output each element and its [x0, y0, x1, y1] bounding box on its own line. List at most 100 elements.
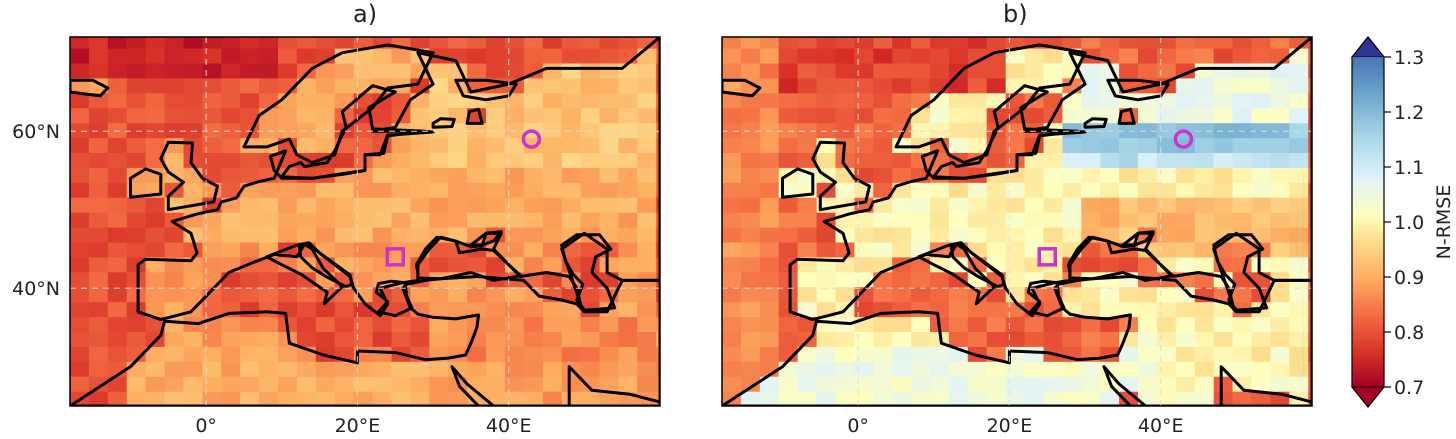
heatmap-cell [637, 62, 657, 79]
coastline [450, 365, 496, 406]
heatmap-cell [410, 37, 430, 49]
heatmap-cell [986, 241, 1007, 258]
heatmap-cell [948, 316, 969, 332]
heatmap-cell [580, 137, 601, 153]
heatmap-cell [202, 361, 222, 377]
heatmap-cell [580, 167, 601, 183]
heatmap-cell [296, 316, 317, 332]
heatmap-cell [183, 391, 203, 406]
heatmap-cell [504, 137, 525, 153]
heatmap-cell [448, 137, 468, 153]
heatmap-cell [561, 182, 582, 198]
heatmap-cell [1270, 361, 1290, 377]
heatmap-cell [1289, 107, 1309, 124]
heatmap-cell [334, 331, 355, 347]
heatmap-cell [816, 271, 837, 288]
heatmap-cell [1062, 167, 1082, 183]
heatmap-cell [315, 107, 336, 124]
heatmap-cell [504, 331, 525, 347]
heatmap-cell [854, 331, 874, 347]
heatmap-cell [759, 197, 780, 213]
heatmap-cell [391, 316, 411, 332]
heatmap-cell [892, 37, 912, 49]
heatmap-cell [873, 122, 893, 139]
heatmap-cell [448, 331, 468, 347]
heatmap-cell [145, 227, 166, 243]
heatmap-cell [637, 167, 657, 183]
heatmap-cell [1213, 346, 1234, 362]
heatmap-cell [1138, 197, 1158, 213]
heatmap-cell [759, 167, 780, 183]
heatmap-cell [391, 361, 411, 377]
heatmap-cell [1232, 122, 1253, 139]
heatmap-cell [353, 212, 374, 228]
heatmap-cell [70, 271, 90, 288]
heatmap-cell [759, 391, 780, 406]
heatmap-cell [911, 48, 931, 64]
heatmap-cell [486, 197, 506, 213]
heatmap-cell [1100, 182, 1120, 198]
heatmap-cell [542, 301, 563, 318]
heatmap-cell [1175, 212, 1196, 228]
heatmap-cell [70, 152, 90, 168]
heatmap-cell [722, 107, 742, 124]
heatmap-cell [986, 361, 1007, 377]
heatmap-cell [656, 182, 660, 198]
heatmap-cell [986, 62, 1007, 79]
heatmap-cell [126, 331, 147, 347]
heatmap-cell [1156, 256, 1177, 273]
heatmap-cell [202, 286, 222, 303]
heatmap-cell [1062, 197, 1082, 213]
heatmap-cell [618, 241, 638, 258]
heatmap-cell [504, 182, 525, 198]
heatmap-cell [467, 212, 487, 228]
coastline [811, 140, 871, 212]
heatmap-cell [561, 376, 582, 392]
heatmap-cell [759, 256, 780, 273]
heatmap-cell [967, 301, 988, 318]
heatmap-cell [580, 286, 601, 303]
heatmap-cell [1005, 62, 1026, 79]
heatmap-cell [1043, 152, 1063, 168]
heatmap-cell [107, 391, 128, 406]
heatmap-cell [618, 167, 638, 183]
heatmap-cell [429, 316, 449, 332]
heatmap-cell [504, 212, 525, 228]
heatmap-cell [854, 152, 874, 168]
heatmap-cell [759, 212, 780, 228]
heatmap-cell [637, 346, 657, 362]
heatmap-cell [70, 92, 90, 109]
heatmap-cell [372, 391, 393, 406]
coastline [1026, 279, 1066, 318]
heatmap-cell [1043, 197, 1063, 213]
heatmap-cell [911, 122, 931, 139]
heatmap-cell [759, 137, 780, 153]
coastline [1117, 107, 1136, 125]
heatmap-cell [448, 391, 468, 406]
heatmap-cell [88, 107, 109, 124]
heatmap-cell [948, 122, 969, 139]
panel-b-title: b) [1003, 0, 1028, 28]
heatmap-cell [1194, 346, 1215, 362]
heatmap-cell [486, 361, 506, 377]
heatmap-cell [240, 241, 260, 258]
circle-marker [1173, 129, 1194, 149]
heatmap-cell [778, 316, 799, 332]
heatmap-cell [759, 107, 780, 124]
heatmap-cell [315, 62, 336, 79]
heatmap-cell [1024, 107, 1045, 124]
heatmap-cell [778, 391, 799, 406]
heatmap-cell [145, 361, 166, 377]
heatmap-cell [88, 361, 109, 377]
coastline [374, 279, 414, 318]
heatmap-cell [618, 48, 638, 64]
heatmap-cell [259, 346, 279, 362]
colorbar-extend-bottom [1350, 386, 1386, 408]
heatmap-cell [1005, 316, 1026, 332]
heatmap-cell [778, 197, 799, 213]
heatmap-cell [797, 137, 818, 153]
heatmap-cell [467, 227, 487, 243]
heatmap-cell [1232, 212, 1253, 228]
heatmap-cell [835, 391, 855, 406]
heatmap-cell [1062, 376, 1082, 392]
